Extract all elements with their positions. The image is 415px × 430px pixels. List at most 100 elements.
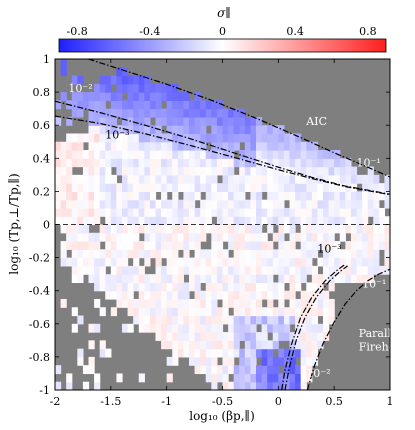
heatmap-cell xyxy=(256,232,263,242)
x-tick-label: -1 xyxy=(161,395,172,408)
heatmap-cell xyxy=(295,158,302,168)
heatmap-cell xyxy=(328,150,335,159)
heatmap-cell xyxy=(267,249,274,259)
heatmap-cell xyxy=(77,158,84,168)
heatmap-cell xyxy=(283,307,291,317)
heatmap-cell xyxy=(189,133,196,143)
heatmap-cell xyxy=(239,332,246,341)
heatmap-cell xyxy=(216,323,224,333)
heatmap-cell xyxy=(127,83,134,93)
heatmap-cell xyxy=(328,207,335,217)
heatmap-cell xyxy=(350,241,358,250)
heatmap-cell xyxy=(200,356,207,366)
heatmap-cell xyxy=(267,199,274,209)
heatmap-cell xyxy=(345,224,352,234)
heatmap-cell xyxy=(66,241,73,250)
heatmap-cell xyxy=(261,323,268,333)
heatmap-cell xyxy=(350,166,358,176)
heatmap-cell xyxy=(116,125,123,135)
heatmap-cell xyxy=(200,141,207,151)
heatmap-cell xyxy=(183,207,190,217)
heatmap-cell xyxy=(172,340,179,350)
heatmap-cell xyxy=(133,207,140,217)
heatmap-cell xyxy=(261,216,268,226)
heatmap-cell xyxy=(71,141,78,151)
heatmap-cell xyxy=(278,133,285,143)
heatmap-cell xyxy=(189,191,196,201)
heatmap-cell xyxy=(334,191,341,201)
heatmap-cell xyxy=(194,207,201,217)
heatmap-cell xyxy=(283,150,291,159)
heatmap-cell xyxy=(283,323,291,333)
heatmap-cell xyxy=(88,150,95,159)
heatmap-cell xyxy=(149,290,157,300)
heatmap-cell xyxy=(166,207,173,217)
heatmap-cell xyxy=(239,116,246,126)
heatmap-cell xyxy=(339,166,346,176)
heatmap-cell xyxy=(71,75,78,85)
heatmap-cell xyxy=(144,257,151,267)
heatmap-cell xyxy=(211,257,218,267)
heatmap-cell xyxy=(267,323,274,333)
heatmap-cell xyxy=(300,224,307,234)
heatmap-cell xyxy=(138,282,145,292)
heatmap-cell xyxy=(250,381,257,390)
heatmap-cell xyxy=(256,199,263,209)
heatmap-cell xyxy=(261,307,268,317)
heatmap-cell xyxy=(311,340,319,350)
heatmap-cell xyxy=(82,92,90,101)
heatmap-cell xyxy=(295,183,302,192)
heatmap-cell xyxy=(71,174,78,184)
y-tick-label: -0.6 xyxy=(29,318,50,331)
heatmap-cell xyxy=(278,207,285,217)
heatmap-cell xyxy=(244,290,252,300)
heatmap-cell xyxy=(138,174,145,184)
heatmap-cell xyxy=(144,100,151,110)
heatmap-cell xyxy=(166,224,173,234)
heatmap-cell xyxy=(200,133,207,143)
heatmap-cell xyxy=(177,108,185,118)
heatmap-cell xyxy=(339,183,346,192)
heatmap-cell xyxy=(155,265,162,275)
heatmap-cell xyxy=(306,216,313,226)
heatmap-cell xyxy=(211,323,218,333)
heatmap-cell xyxy=(189,116,196,126)
heatmap-cell xyxy=(267,224,274,234)
heatmap-cell xyxy=(250,373,257,383)
heatmap-cell xyxy=(350,257,358,267)
heatmap-cell xyxy=(228,365,235,375)
heatmap-cell xyxy=(99,257,106,267)
heatmap-cell xyxy=(116,158,123,168)
heatmap-cell xyxy=(283,265,291,275)
heatmap-cell xyxy=(105,257,112,267)
heatmap-cell xyxy=(66,381,73,390)
heatmap-cell xyxy=(172,241,179,250)
colorbar-tick-label: -0.8 xyxy=(67,25,88,38)
heatmap-cell xyxy=(116,100,123,110)
heatmap-cell xyxy=(306,356,313,366)
heatmap-cell xyxy=(71,216,78,226)
heatmap-cell xyxy=(189,348,196,358)
heatmap-cell xyxy=(66,191,73,201)
heatmap-cell xyxy=(177,241,185,250)
heatmap-cell xyxy=(82,257,90,267)
heatmap-cell xyxy=(289,332,296,341)
heatmap-cell xyxy=(323,323,330,333)
y-tick-label: 0.8 xyxy=(33,86,51,99)
heatmap-cell xyxy=(272,183,279,192)
heatmap-cell xyxy=(189,340,196,350)
heatmap-cell xyxy=(189,315,196,325)
heatmap-cell xyxy=(122,265,129,275)
heatmap-cell xyxy=(300,207,307,217)
heatmap-cell xyxy=(328,166,335,176)
heatmap-cell xyxy=(222,340,229,350)
heatmap-cell xyxy=(306,141,313,151)
heatmap-cell xyxy=(233,265,240,275)
heatmap-cell xyxy=(278,141,285,151)
heatmap-cell xyxy=(334,183,341,192)
heatmap-cell xyxy=(105,150,112,159)
heatmap-cell xyxy=(233,158,240,168)
heatmap-cell xyxy=(149,274,157,284)
heatmap-cell xyxy=(205,332,212,341)
heatmap-cell xyxy=(99,224,106,234)
